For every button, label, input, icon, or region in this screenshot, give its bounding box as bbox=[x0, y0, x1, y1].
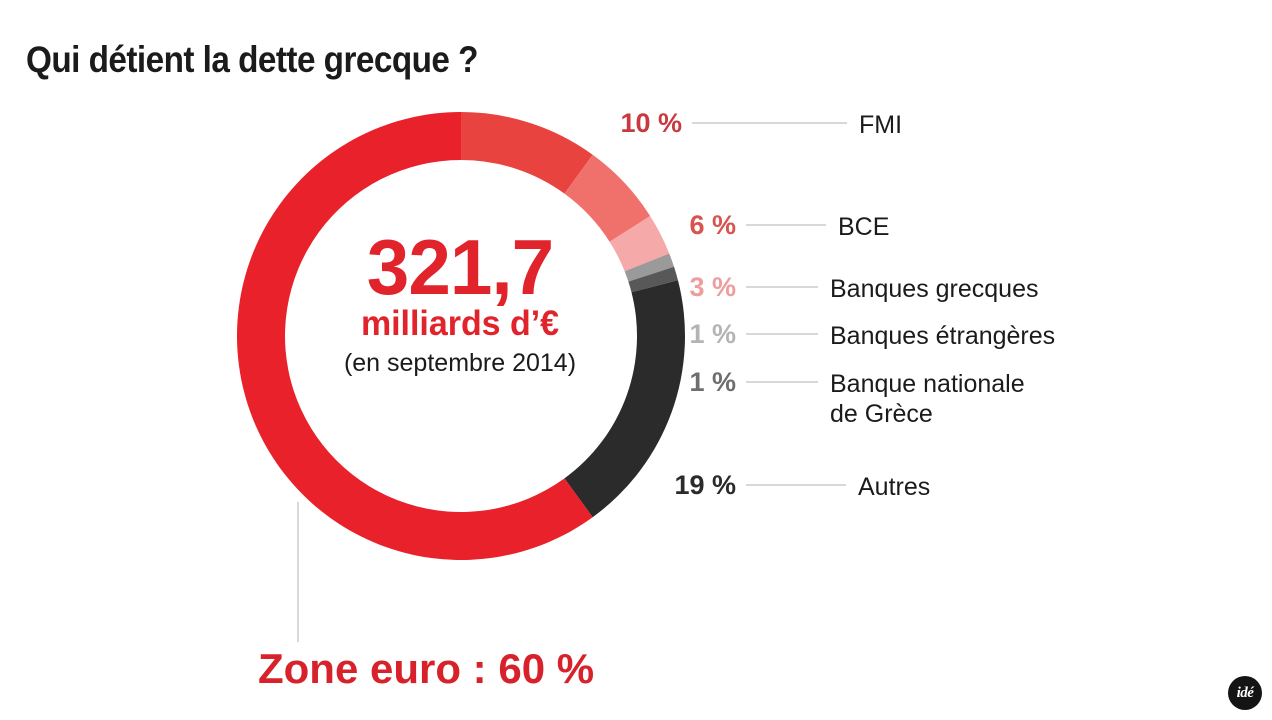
callout-banque-nationale: 1 % Banque nationale de Grèce bbox=[648, 367, 1025, 429]
callout-bce-percent: 6 % bbox=[689, 210, 736, 240]
leader-line-banque-nationale bbox=[746, 369, 818, 395]
callout-banques-etrangeres: 1 % Banques étrangères bbox=[674, 321, 1055, 351]
callout-banques-grecques: 3 % Banques grecques bbox=[674, 274, 1038, 304]
callout-fmi-percent: 10 % bbox=[620, 108, 682, 138]
donut-segment-banques-trang-res bbox=[624, 253, 675, 282]
donut-segment-bce bbox=[564, 154, 651, 242]
donut-chart bbox=[235, 110, 687, 562]
callout-banques-etrangeres-percent: 1 % bbox=[689, 319, 736, 349]
leader-line-banques-grecques bbox=[746, 274, 818, 300]
callout-banque-nationale-percent: 1 % bbox=[689, 367, 736, 397]
callout-banques-etrangeres-label: Banques étrangères bbox=[830, 322, 1056, 350]
callout-fmi-label: FMI bbox=[859, 111, 903, 139]
callout-autres-label: Autres bbox=[858, 473, 931, 501]
donut-segment-zone-euro bbox=[237, 112, 593, 560]
callout-bce-label: BCE bbox=[838, 213, 890, 241]
callout-bce: 6 % BCE bbox=[656, 212, 889, 242]
leader-line-fmi bbox=[692, 110, 847, 136]
callout-autres: 19 % Autres bbox=[634, 472, 930, 502]
donut-segment-banques-grecques bbox=[609, 215, 670, 272]
donut-chart-svg bbox=[237, 112, 685, 560]
leader-line-bce bbox=[746, 212, 826, 238]
donut-segment-fmi bbox=[461, 112, 593, 194]
donut-segment-autres bbox=[564, 280, 685, 518]
ide-logo: idé bbox=[1228, 676, 1262, 710]
page-title: Qui détient la dette grecque ? bbox=[26, 38, 478, 80]
callout-autres-percent: 19 % bbox=[674, 470, 736, 500]
callout-banque-nationale-label: Banque nationale de Grèce bbox=[830, 370, 1025, 428]
donut-segment-banque-nationale-de-gr-ce bbox=[628, 266, 678, 293]
leader-line-autres bbox=[746, 472, 846, 498]
callout-zone-euro-label: Zone euro : 60 % bbox=[258, 645, 595, 692]
callout-banques-grecques-percent: 3 % bbox=[689, 272, 736, 302]
callout-fmi: 10 % FMI bbox=[586, 110, 902, 140]
donut-segments bbox=[237, 112, 685, 560]
callout-banques-grecques-label: Banques grecques bbox=[830, 275, 1039, 303]
leader-line-banques-etrangeres bbox=[746, 321, 818, 347]
leader-line-zone-euro bbox=[297, 502, 299, 642]
ide-logo-text: idé bbox=[1236, 684, 1254, 701]
